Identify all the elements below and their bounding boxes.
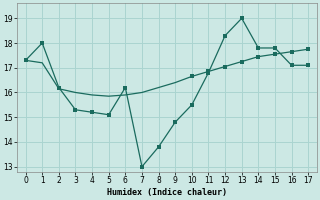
X-axis label: Humidex (Indice chaleur): Humidex (Indice chaleur) xyxy=(107,188,227,197)
